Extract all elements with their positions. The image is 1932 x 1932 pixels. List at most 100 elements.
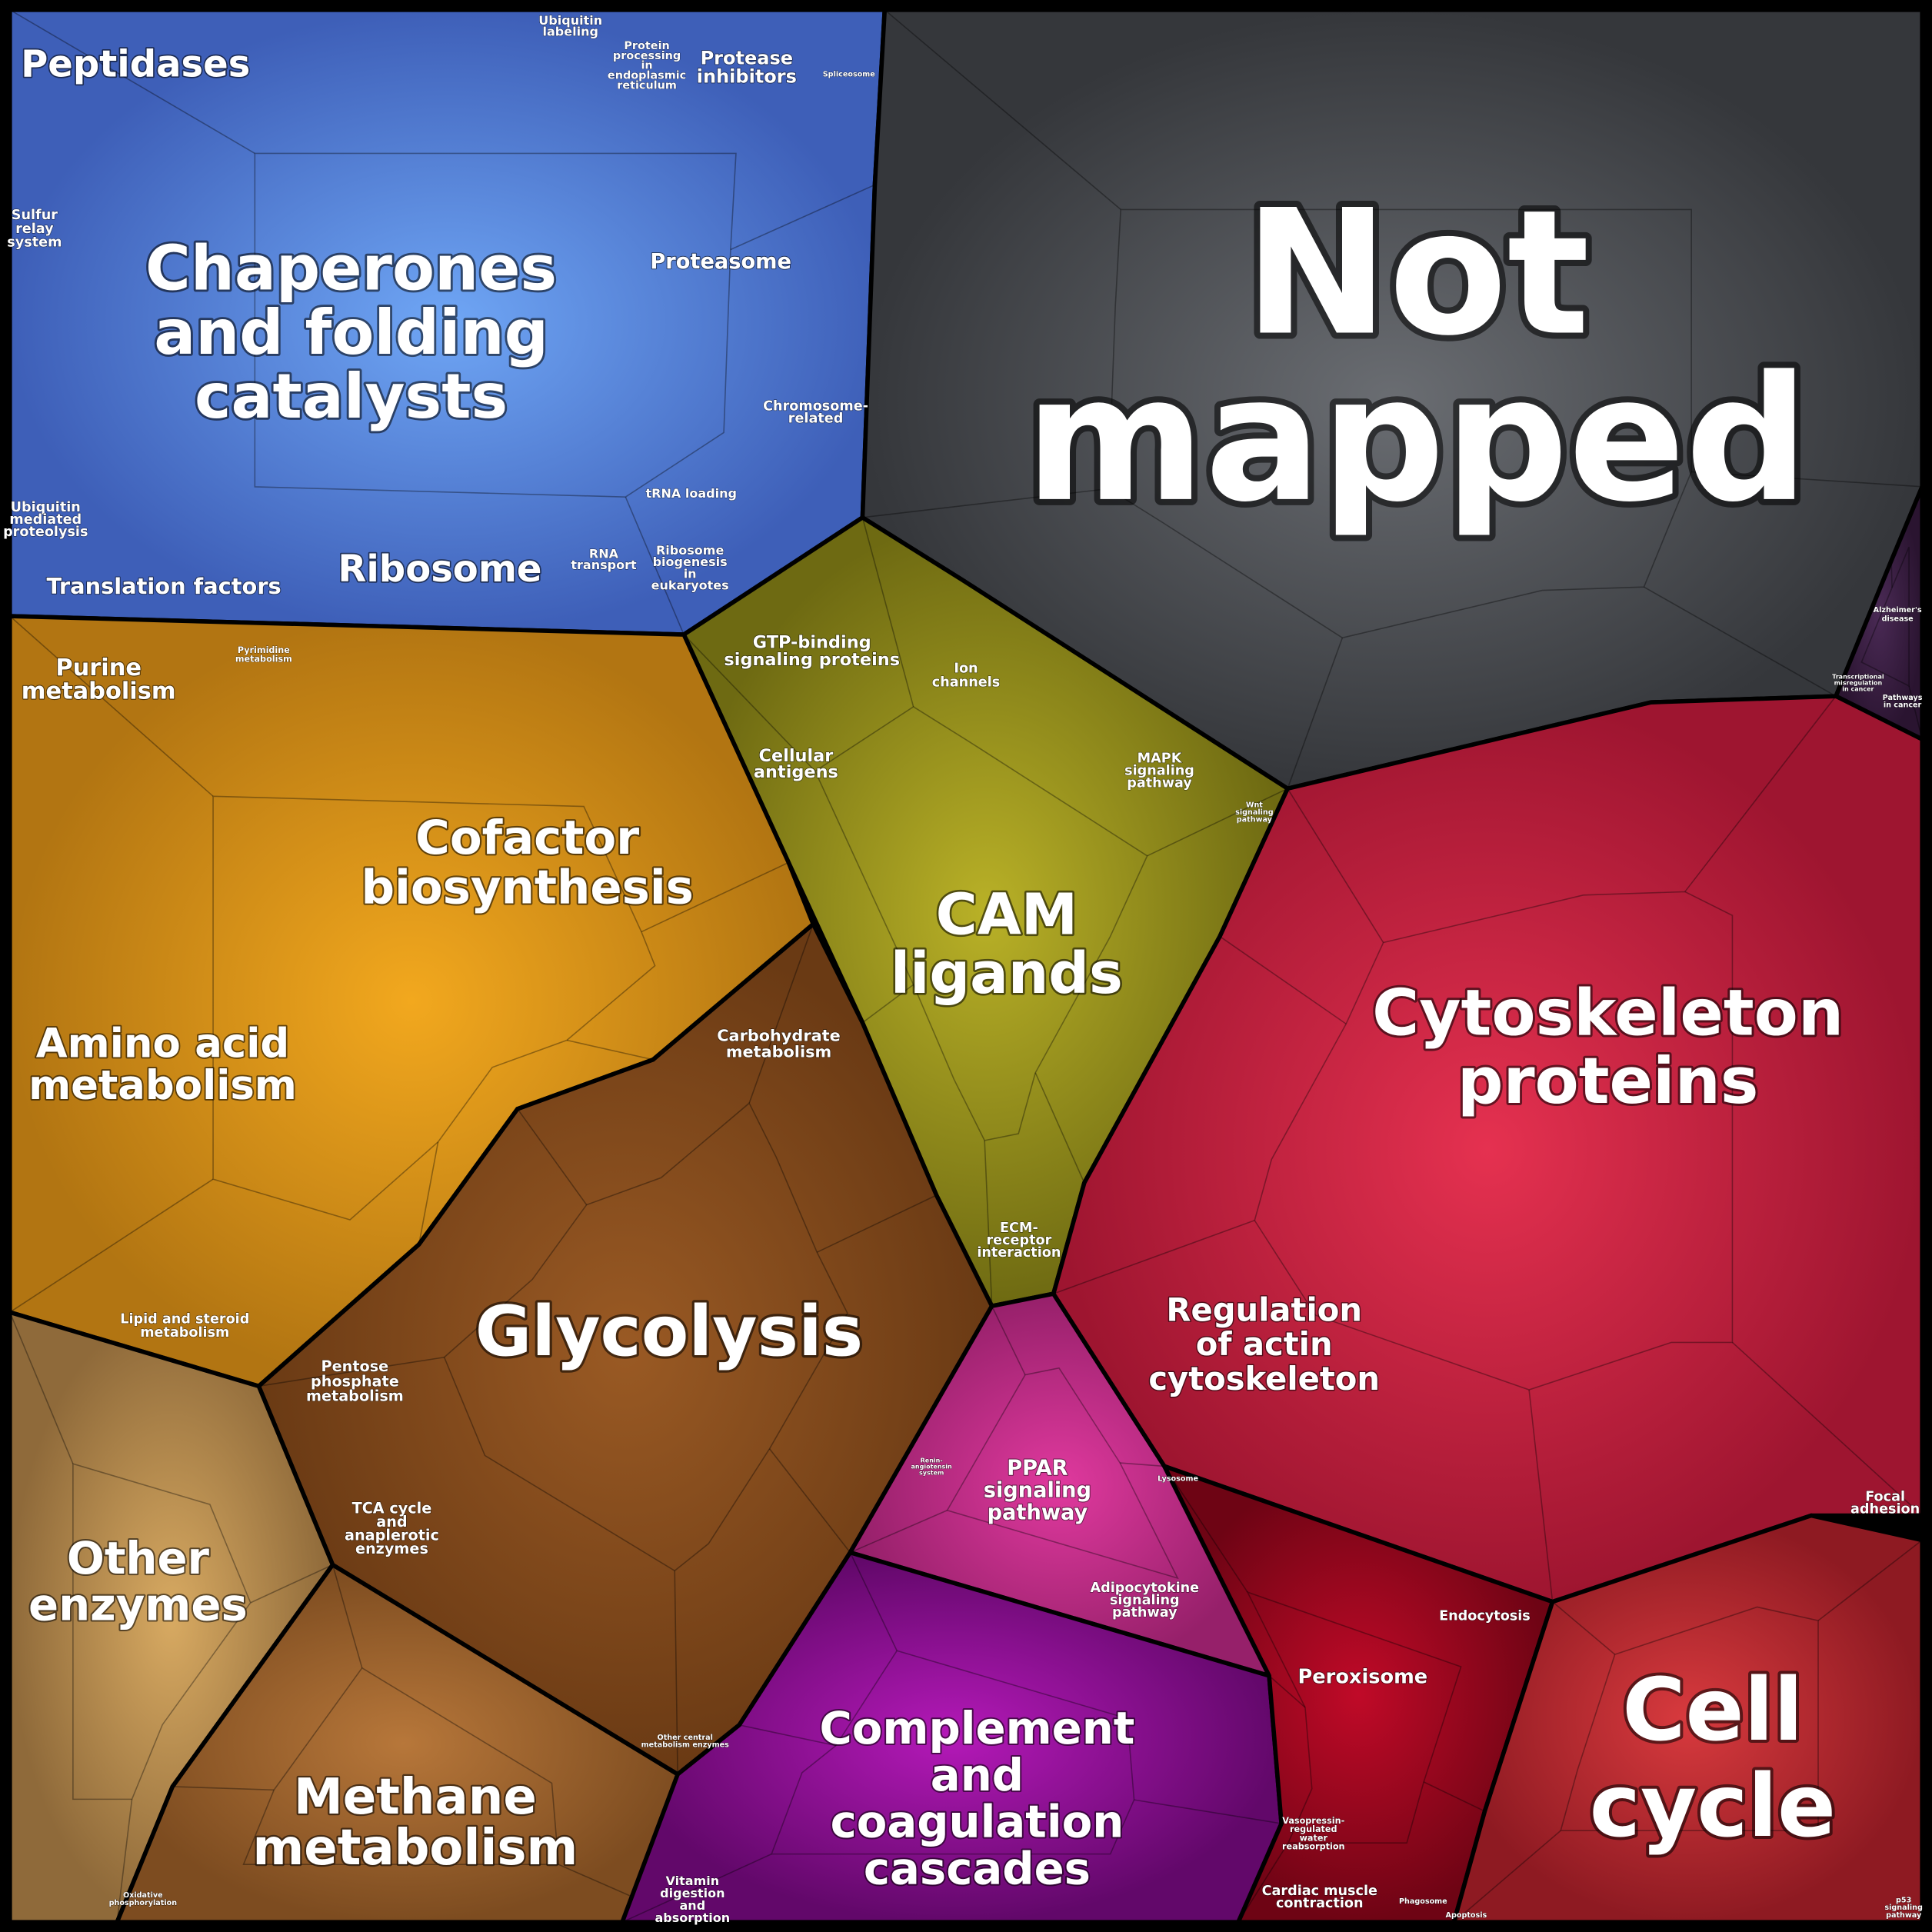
cell-edge	[258, 1356, 445, 1387]
region-label: Lysosome	[1158, 1475, 1198, 1484]
cell-edge	[1120, 1462, 1164, 1467]
label-line: Chaperones	[145, 232, 557, 304]
label-line: Oxidative	[123, 1891, 163, 1900]
label-line: Vasopressin-	[1282, 1816, 1344, 1826]
label-line: inhibitors	[697, 65, 797, 87]
label-line: Protein	[624, 40, 669, 52]
cell-edge	[9, 1311, 74, 1464]
label-line: processing	[613, 50, 681, 62]
cell-edge	[9, 9, 255, 155]
label-line: labeling	[543, 24, 598, 38]
cell-edge	[849, 1552, 898, 1651]
cell-edge	[1817, 1539, 1923, 1621]
cell-outline	[212, 795, 656, 1221]
cell-outline	[771, 1650, 1135, 1855]
labels: Not mapped Chaperones and folding catalysts P…	[2, 12, 1923, 1925]
cell-edge	[1890, 560, 1893, 588]
label-line: transport	[571, 558, 637, 572]
cell-edge	[748, 924, 814, 1104]
label-line: Peptidases	[21, 42, 250, 85]
cell-edge	[418, 1141, 439, 1245]
cell-edge	[331, 1564, 363, 1668]
cell-edge	[172, 1786, 275, 1791]
region-label: Protein processing in endoplasmic reticulum	[608, 40, 686, 92]
cell-edge	[1134, 1799, 1282, 1824]
region-label: Endocytosis	[1439, 1609, 1531, 1624]
label-line: Ion	[954, 661, 978, 677]
label-line: metabolism enzymes	[641, 1741, 729, 1750]
cell-outline	[1560, 1606, 1819, 1832]
label-line: Sulfur	[12, 208, 58, 223]
label-line: metabolism	[22, 678, 176, 705]
label-line: and	[376, 1513, 407, 1531]
label-line: system	[919, 1470, 944, 1477]
label-line: Pentose	[321, 1357, 389, 1375]
cell-outline	[443, 1102, 848, 1572]
cell-edge	[768, 1448, 851, 1554]
cell-edge	[1908, 685, 1923, 740]
label-line: eukaryotes	[651, 578, 729, 593]
label-line: GTP-binding	[753, 633, 871, 653]
label-line: channels	[932, 675, 1000, 690]
cell-edge	[621, 1853, 772, 1923]
label-line: Glycolysis	[475, 1292, 863, 1372]
label-line: Ubiquitin	[538, 13, 602, 28]
label-line: in cancer	[1842, 686, 1874, 693]
cell-outline	[1108, 208, 1692, 639]
region-label: Sulfur relay system	[7, 208, 62, 250]
label-line: Cofactor	[415, 811, 639, 865]
label-line: metabolism	[28, 1062, 297, 1109]
label-line: enzymes	[28, 1579, 248, 1631]
label-line: metabolism	[306, 1387, 404, 1405]
cell-edge	[1287, 788, 1384, 943]
cell-edge	[1731, 1341, 1923, 1517]
label-line: cytoskeleton	[1148, 1360, 1380, 1397]
label-line: biosynthesis	[361, 860, 693, 914]
label-line: mediated	[9, 512, 82, 528]
label-line: receptor	[986, 1233, 1051, 1248]
region-label: Pyrimidine metabolism	[235, 645, 292, 664]
region-label: Transcriptional misregulation in cancer	[1832, 674, 1884, 693]
label-line: biogenesis	[653, 555, 728, 569]
region-label: Pathways in cancer	[1883, 694, 1923, 710]
label-line: Apoptosis	[1446, 1911, 1487, 1920]
label-line: of actin	[1196, 1325, 1333, 1363]
region-label: Phagosome	[1399, 1897, 1447, 1906]
region-label: tRNA loading	[646, 486, 737, 501]
cell-edge	[850, 1510, 948, 1554]
label-line: TCA cycle	[352, 1499, 432, 1517]
cell-edge	[1552, 1601, 1616, 1655]
label-line: metabolism	[726, 1043, 831, 1061]
region-label: Alzheimer's disease	[1874, 606, 1922, 623]
label-line: digestion	[660, 1886, 724, 1900]
label-line: Proteasome	[650, 250, 791, 274]
cell-edge	[641, 861, 789, 933]
label-line: pathway	[1237, 816, 1273, 824]
label-line: Ribosome	[656, 543, 724, 558]
region-label: Apoptosis	[1446, 1911, 1487, 1920]
label-line: pathway	[1886, 1911, 1922, 1920]
label-line: Complement	[819, 1702, 1134, 1754]
region-label: MAPK signaling pathway	[1124, 751, 1194, 791]
cell-edge	[625, 496, 685, 635]
cell-edge	[861, 984, 914, 1024]
label-line: pathway	[1127, 776, 1192, 791]
cell-edge	[517, 1108, 588, 1205]
region-label: Cell cycle	[1590, 1661, 1837, 1857]
region-label: Spliceosome	[823, 70, 876, 78]
label-line: signaling proteins	[724, 650, 900, 670]
label-line: tRNA loading	[646, 486, 737, 501]
label-line: Pathways	[1883, 694, 1923, 702]
label-line: Ribosome	[338, 548, 541, 591]
cell-edge	[1164, 1465, 1248, 1593]
label-line: signaling	[1110, 1593, 1180, 1608]
label-line: PPAR	[1007, 1457, 1068, 1481]
regions	[8, 8, 1924, 1924]
region-label: PPAR signaling pathway	[984, 1457, 1091, 1525]
label-line: signaling	[984, 1478, 1091, 1502]
label-line: signaling	[1884, 1904, 1923, 1912]
label-line: phosphate	[311, 1372, 399, 1390]
label-line: Renin-	[921, 1457, 943, 1464]
region-label: Vitamin digestion and absorption	[655, 1874, 730, 1925]
